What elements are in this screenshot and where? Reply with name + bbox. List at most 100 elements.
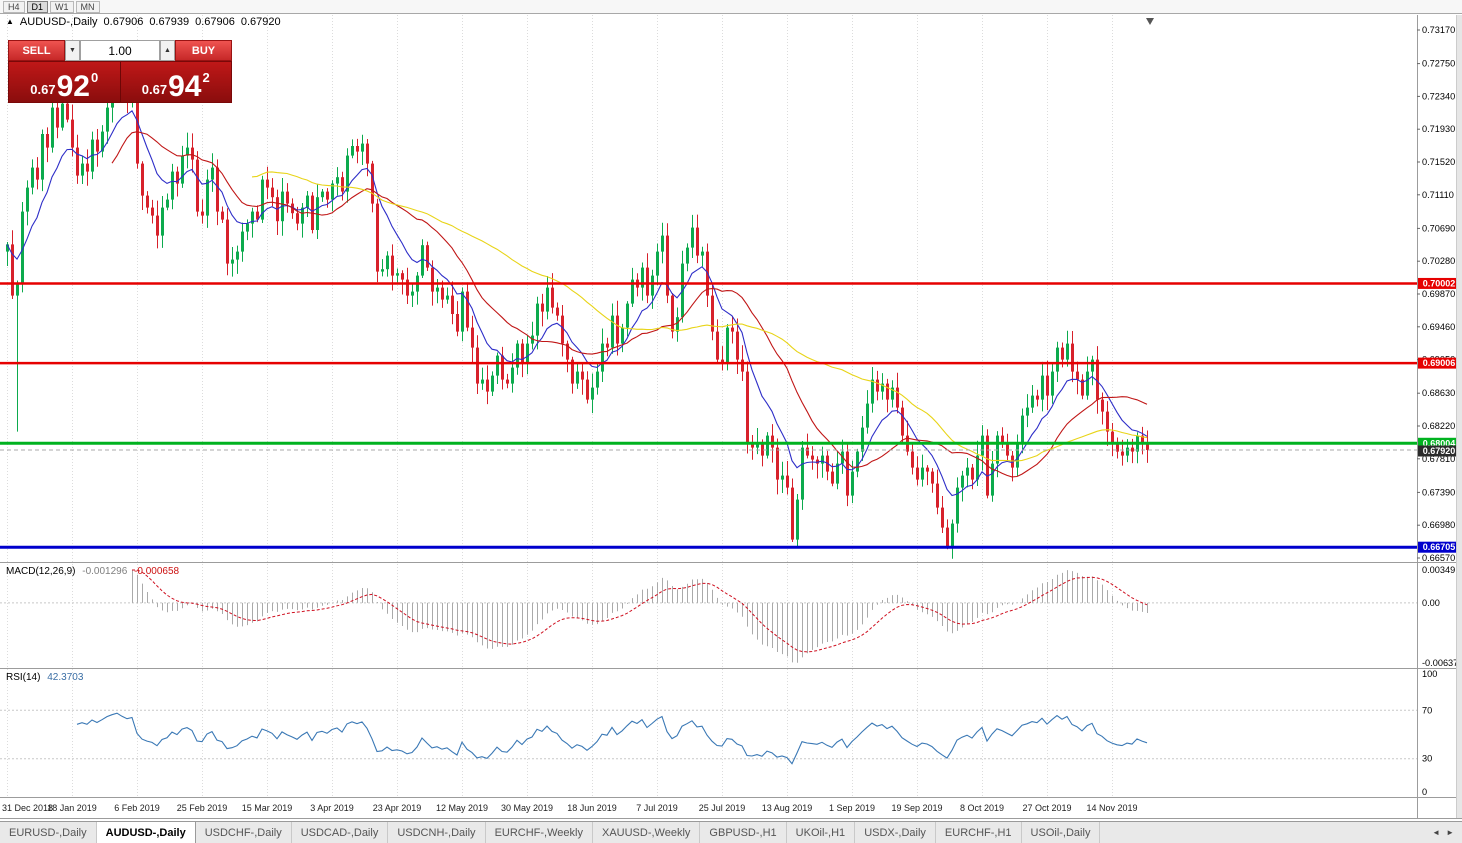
svg-text:0.70690: 0.70690 (1422, 223, 1455, 233)
svg-text:6 Feb 2019: 6 Feb 2019 (114, 803, 160, 813)
sell-price[interactable]: 0.67 92 0 (9, 62, 120, 102)
sell-price-prefix: 0.67 (30, 82, 56, 97)
rsi-indicator-label: RSI(14) 42.3703 (6, 672, 83, 683)
svg-text:19 Sep 2019: 19 Sep 2019 (891, 803, 942, 813)
svg-text:70: 70 (1422, 705, 1432, 715)
svg-text:100: 100 (1422, 669, 1437, 679)
timeframe-button-w1[interactable]: W1 (50, 0, 74, 13)
volume-decrease-button[interactable]: ▼ (65, 40, 80, 61)
buy-button[interactable]: BUY (175, 40, 232, 61)
symbol-name: AUDUSD-,Daily (19, 16, 98, 28)
svg-text:0.66570: 0.66570 (1422, 553, 1455, 563)
chart-tab-usdchf-daily[interactable]: USDCHF-,Daily (195, 822, 292, 843)
ohlc-close: 0.67920 (240, 16, 281, 28)
chart-tab-usdcnh-daily[interactable]: USDCNH-,Daily (388, 822, 486, 843)
svg-text:1 Sep 2019: 1 Sep 2019 (829, 803, 875, 813)
svg-text:0.73170: 0.73170 (1422, 25, 1455, 35)
svg-text:0.66705: 0.66705 (1423, 542, 1456, 552)
vertical-scrollbar[interactable] (1456, 15, 1462, 818)
svg-text:0.66980: 0.66980 (1422, 520, 1455, 530)
candle-direction-icon: ▲ (6, 17, 14, 26)
svg-text:0.67920: 0.67920 (1423, 446, 1456, 456)
timeframe-button-h4[interactable]: H4 (3, 0, 25, 13)
candles-layer (6, 68, 1149, 559)
timeframe-toolbar: H4 D1 W1 MN (0, 0, 1462, 14)
symbol-ohlc-header: ▲ AUDUSD-,Daily 0.67906 0.67939 0.67906 … (6, 16, 281, 28)
svg-text:7 Jul 2019: 7 Jul 2019 (636, 803, 678, 813)
svg-text:31 Dec 2018: 31 Dec 2018 (2, 803, 53, 813)
sell-price-big: 92 (56, 69, 90, 103)
macd-name: MACD(12,26,9) (6, 566, 76, 577)
ohlc-high: 0.67939 (149, 16, 190, 28)
buy-price[interactable]: 0.67 94 2 (121, 62, 232, 102)
svg-text:0.69460: 0.69460 (1422, 322, 1455, 332)
chart-tabs: EURUSD-,Daily AUDUSD-,Daily USDCHF-,Daily U… (0, 821, 1462, 843)
svg-text:0.70002: 0.70002 (1423, 278, 1456, 288)
chart-tab-usdcad-daily[interactable]: USDCAD-,Daily (291, 822, 389, 843)
svg-text:0.00: 0.00 (1422, 598, 1440, 608)
timeframe-button-mn[interactable]: MN (75, 0, 100, 13)
chart-tab-eurchf-h1[interactable]: EURCHF-,H1 (935, 822, 1022, 843)
horizontal-levels-layer (0, 282, 1417, 549)
volume-input[interactable] (80, 40, 160, 61)
svg-text:0.69006: 0.69006 (1423, 358, 1456, 368)
svg-text:0.68004: 0.68004 (1423, 438, 1456, 448)
svg-text:0.68630: 0.68630 (1422, 388, 1455, 398)
svg-text:12 May 2019: 12 May 2019 (436, 803, 488, 813)
svg-text:25 Feb 2019: 25 Feb 2019 (177, 803, 228, 813)
timeframe-button-d1[interactable]: D1 (26, 0, 49, 13)
svg-text:30: 30 (1422, 754, 1432, 764)
chart-shift-marker-icon (1146, 18, 1154, 25)
buy-price-prefix: 0.67 (141, 82, 168, 97)
price-divider (119, 62, 121, 102)
svg-text:14 Nov 2019: 14 Nov 2019 (1086, 803, 1137, 813)
macd-indicator-label: MACD(12,26,9) -0.001296 -0.000658 (6, 566, 179, 577)
macd-signal-value: -0.000658 (134, 566, 180, 577)
rsi-value: 42.3703 (47, 672, 84, 683)
sell-button[interactable]: SELL (8, 40, 65, 61)
svg-text:30 May 2019: 30 May 2019 (501, 803, 553, 813)
chart-tab-gbpusd-h1[interactable]: GBPUSD-,H1 (700, 822, 787, 843)
chart-tab-eurchf-weekly[interactable]: EURCHF-,Weekly (485, 822, 593, 843)
svg-text:23 Apr 2019: 23 Apr 2019 (373, 803, 422, 813)
price-axis: 0.73170 0.72750 0.72340 0.71930 0.71520 0.711… (0, 15, 1462, 819)
sell-price-pip: 0 (90, 70, 99, 85)
svg-text:3 Apr 2019: 3 Apr 2019 (310, 803, 354, 813)
trade-controls-row: SELL ▼ ▲ BUY (8, 40, 232, 61)
ohlc-low: 0.67906 (195, 16, 235, 28)
ohlc-open: 0.67906 (103, 16, 144, 28)
tab-scroll-right-icon[interactable]: ► (1446, 828, 1454, 837)
svg-text:18 Jan 2019: 18 Jan 2019 (47, 803, 97, 813)
svg-text:0.68220: 0.68220 (1422, 421, 1455, 431)
svg-text:-0.00637: -0.00637 (1422, 658, 1458, 668)
chart-tab-usdx-daily[interactable]: USDX-,Daily (855, 822, 936, 843)
volume-increase-button[interactable]: ▲ (160, 40, 175, 61)
svg-text:0.72340: 0.72340 (1422, 91, 1455, 101)
chart-tab-ukoil-h1[interactable]: UKOil-,H1 (786, 822, 856, 843)
chart-tab-usoil-daily[interactable]: USOil-,Daily (1021, 822, 1101, 843)
moving-averages-layer (6, 109, 1148, 497)
volume-down-icon: ▼ (69, 47, 76, 54)
rsi-name: RSI(14) (6, 672, 41, 683)
svg-text:0.72750: 0.72750 (1422, 59, 1455, 69)
one-click-trading-panel: SELL ▼ ▲ BUY 0.67 92 0 0.67 94 2 (8, 40, 232, 103)
svg-text:27 Oct 2019: 27 Oct 2019 (1022, 803, 1071, 813)
chart-tab-xauusd-weekly[interactable]: XAUUSD-,Weekly (592, 822, 701, 843)
svg-text:18 Jun 2019: 18 Jun 2019 (567, 803, 617, 813)
macd-pane (0, 569, 1417, 663)
buy-price-pip: 2 (202, 70, 210, 85)
svg-text:25 Jul 2019: 25 Jul 2019 (699, 803, 746, 813)
svg-text:0.00349: 0.00349 (1422, 565, 1455, 575)
chart-tab-eurusd-daily[interactable]: EURUSD-,Daily (0, 822, 97, 843)
tab-scroll-left-icon[interactable]: ◄ (1432, 828, 1441, 837)
tab-scroll-controls: ◄ ► (1424, 822, 1462, 843)
svg-text:0.71520: 0.71520 (1422, 157, 1455, 167)
svg-text:0.67390: 0.67390 (1422, 487, 1455, 497)
svg-text:0.71110: 0.71110 (1422, 190, 1454, 200)
volume-up-icon: ▲ (164, 47, 171, 54)
svg-text:0.71930: 0.71930 (1422, 124, 1455, 134)
chart-tab-audusd-daily[interactable]: AUDUSD-,Daily (96, 822, 196, 843)
rsi-pane (0, 709, 1417, 765)
